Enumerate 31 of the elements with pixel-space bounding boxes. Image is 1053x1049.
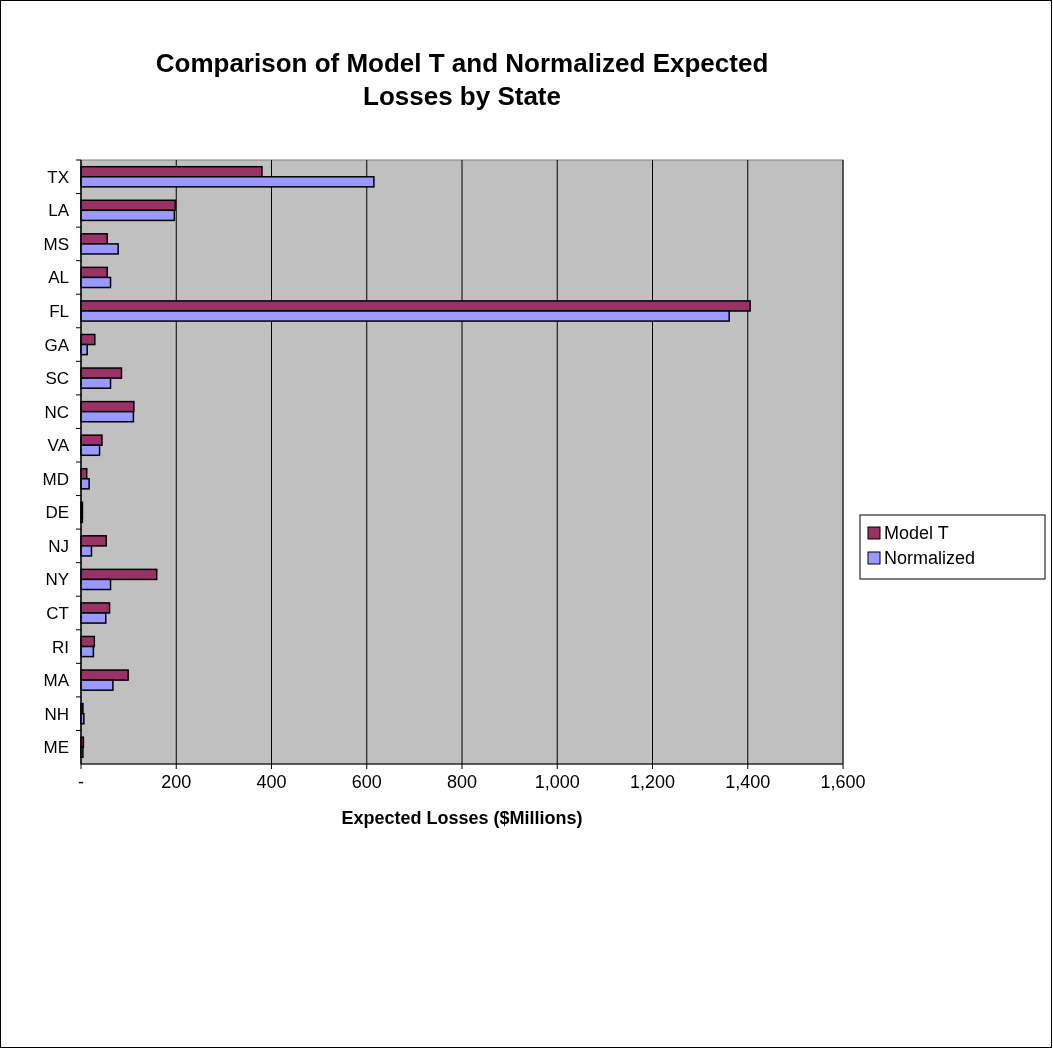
y-tick-label: FL bbox=[49, 302, 69, 321]
y-tick-label: NJ bbox=[48, 536, 69, 556]
chart-title: Comparison of Model T and Normalized Expected Losses by State bbox=[155, 48, 769, 111]
legend-label: Normalized bbox=[884, 548, 976, 568]
y-tick-label: CT bbox=[46, 604, 69, 623]
x-tick-label: - bbox=[78, 772, 84, 792]
x-tick-label: 800 bbox=[446, 772, 478, 792]
y-tick-label: NC bbox=[44, 402, 69, 422]
x-tick-label: 200 bbox=[161, 772, 192, 792]
y-tick-label: NY bbox=[45, 570, 69, 590]
y-tick-label: VA bbox=[47, 436, 70, 456]
x-axis-title: Expected Losses ($Millions) bbox=[341, 808, 583, 828]
y-tick-label: MA bbox=[43, 671, 70, 691]
y-tick-label: LA bbox=[48, 201, 70, 221]
y-tick-label: MS bbox=[43, 234, 69, 254]
y-tick-label: TX bbox=[47, 167, 69, 187]
y-tick-label: AL bbox=[48, 268, 69, 288]
y-tick-label: GA bbox=[44, 335, 70, 355]
y-tick-label: DE bbox=[45, 503, 69, 523]
y-tick-label: ME bbox=[43, 738, 69, 758]
y-tick-label: NH bbox=[44, 704, 69, 724]
y-tick-label: SC bbox=[45, 369, 69, 389]
x-tick-label: 1,200 bbox=[629, 772, 676, 792]
legend-label: Model T bbox=[884, 523, 949, 543]
y-tick-label: RI bbox=[52, 637, 69, 657]
x-tick-label: 600 bbox=[351, 772, 382, 792]
x-tick-label: 1,400 bbox=[725, 772, 771, 792]
x-tick-label: 400 bbox=[256, 772, 287, 792]
x-tick-label: 1,000 bbox=[534, 772, 580, 792]
x-tick-label: 1,600 bbox=[820, 772, 866, 792]
y-tick-label: MD bbox=[42, 469, 69, 489]
